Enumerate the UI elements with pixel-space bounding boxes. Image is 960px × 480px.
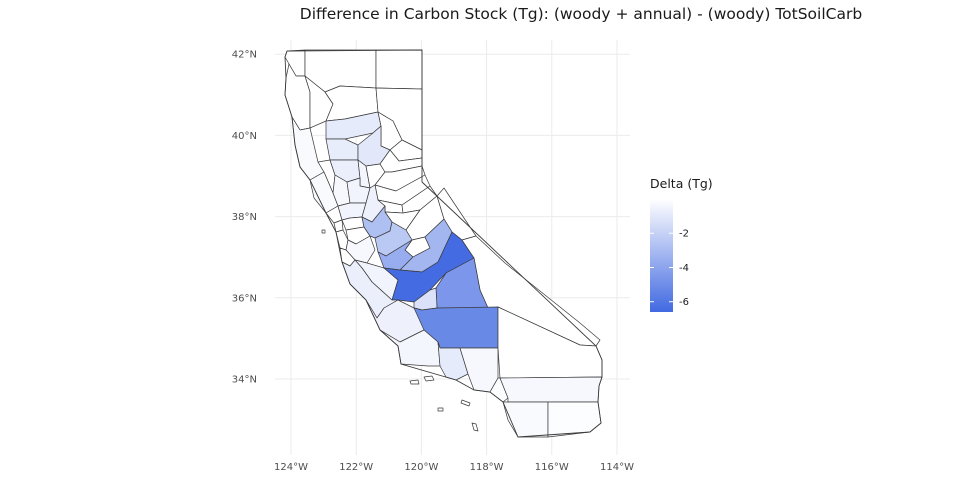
x-tick-label: 118°W xyxy=(470,462,504,473)
x-tick-label: 124°W xyxy=(274,462,308,473)
x-tick-label: 114°W xyxy=(600,462,634,473)
island-santa-rosa xyxy=(409,379,420,385)
state-outline xyxy=(284,49,603,438)
county-modoc xyxy=(375,49,423,90)
y-tick-label: 34°N xyxy=(232,375,257,386)
legend-title: Delta (Tg) xyxy=(650,176,713,191)
county-imperial xyxy=(547,401,602,438)
legend: Delta (Tg) -2 -4 -6 xyxy=(650,176,713,312)
county-ventura xyxy=(437,341,469,381)
x-axis-ticks: 124°W 122°W 120°W 118°W 116°W 114°W xyxy=(274,462,634,473)
county-layer xyxy=(284,49,603,438)
x-tick-label: 116°W xyxy=(535,462,569,473)
legend-tick-label: -2 xyxy=(679,229,689,240)
county-glenn xyxy=(325,138,359,161)
y-tick-label: 38°N xyxy=(232,212,257,223)
island-san-nicolas xyxy=(437,407,444,412)
y-tick-label: 40°N xyxy=(232,131,257,142)
island-santa-cruz xyxy=(423,375,435,382)
island-san-clemente xyxy=(471,422,479,432)
chart-title: Difference in Carbon Stock (Tg): (woody … xyxy=(300,5,862,23)
y-tick-label: 42°N xyxy=(232,50,257,61)
y-axis-ticks: 34°N 36°N 38°N 40°N 42°N xyxy=(232,50,257,386)
legend-ticks: -2 -4 -6 xyxy=(650,229,689,308)
island-farallon xyxy=(321,229,326,234)
x-tick-label: 120°W xyxy=(404,462,438,473)
legend-colorbar xyxy=(650,199,673,312)
county-san-diego xyxy=(502,401,549,438)
island-catalina xyxy=(460,399,471,407)
county-riverside xyxy=(499,376,603,403)
legend-tick-label: -4 xyxy=(679,263,689,274)
y-tick-label: 36°N xyxy=(232,293,257,304)
x-tick-label: 122°W xyxy=(339,462,373,473)
legend-tick-label: -6 xyxy=(679,297,689,308)
